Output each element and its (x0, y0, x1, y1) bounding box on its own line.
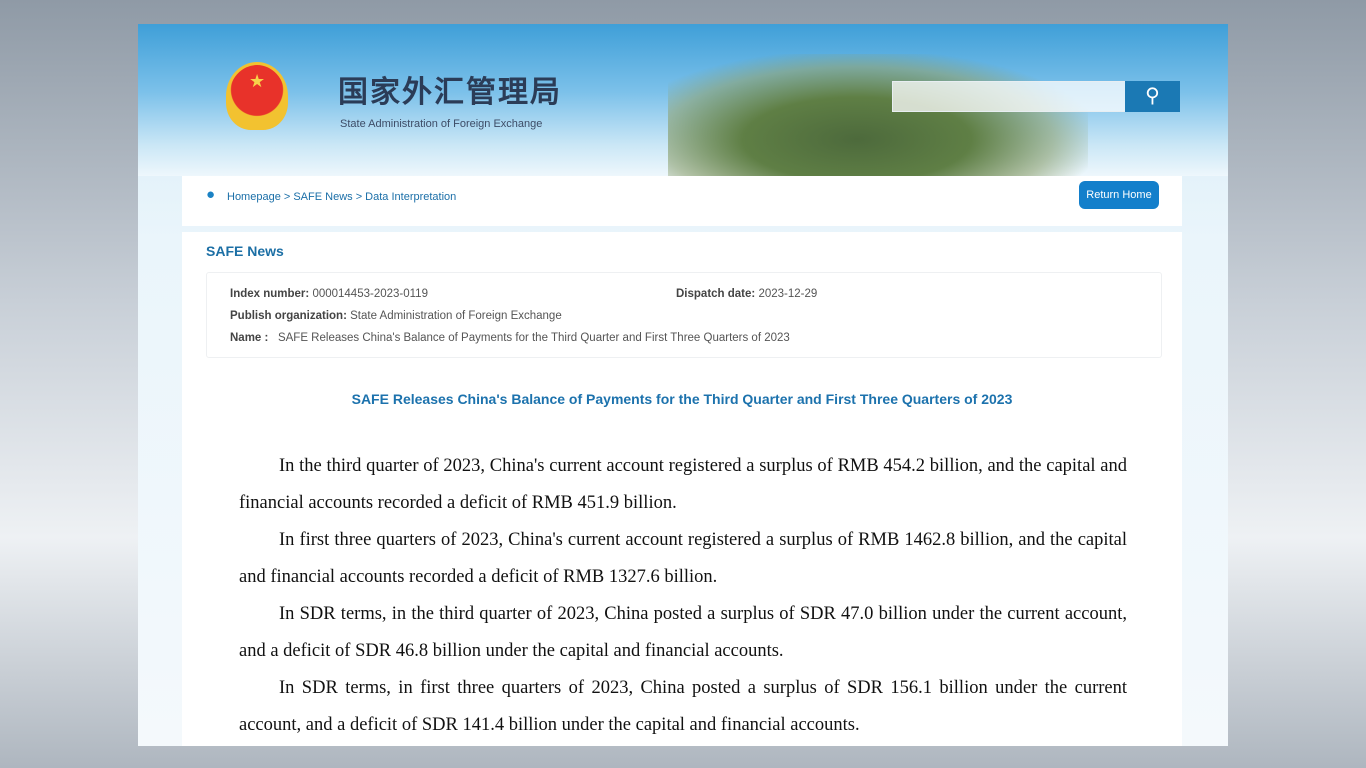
main-content: SAFE News Index number: 000014453-2023-0… (182, 232, 1182, 746)
section-title: SAFE News (206, 243, 284, 259)
article-title: SAFE Releases China's Balance of Payment… (351, 391, 1013, 407)
name-value: SAFE Releases China's Balance of Payment… (277, 332, 790, 344)
org-value: State Administration of Foreign Exchange (350, 310, 562, 322)
national-emblem-logo: ★ (226, 62, 288, 130)
star-icon: ★ (249, 71, 266, 91)
breadcrumb-bar: ● Homepage > SAFE News > Data Interpreta… (182, 176, 1182, 226)
logo-chinese-text: 国家外汇管理局 (338, 75, 562, 110)
location-pin-icon: ● (206, 186, 216, 203)
article-body: In the third quarter of 2023, China's cu… (239, 448, 1127, 744)
name-label: Name : (230, 332, 269, 344)
org-label: Publish organization: (230, 310, 347, 322)
dispatch-value: 2023-12-29 (758, 288, 818, 300)
index-label: Index number: (230, 288, 310, 300)
search-button[interactable]: ⚲ (1125, 81, 1180, 112)
magnifier-icon: ⚲ (1145, 85, 1160, 107)
paragraph: In SDR terms, in the third quarter of 20… (239, 604, 1127, 661)
great-wall-banner-image (668, 54, 1088, 176)
index-value: 000014453-2023-0119 (312, 288, 428, 300)
logo-english-text: State Administration of Foreign Exchange (340, 118, 543, 130)
paragraph: In the third quarter of 2023, China's cu… (239, 456, 1127, 513)
webpage: ★ 国家外汇管理局 State Administration of Foreig… (138, 24, 1228, 746)
paragraph: In SDR terms, in first three quarters of… (239, 678, 1127, 735)
site-header: ★ 国家外汇管理局 State Administration of Foreig… (138, 24, 1228, 176)
article-info-box: Index number: 000014453-2023-0119 Dispat… (206, 272, 1162, 358)
breadcrumb[interactable]: Homepage > SAFE News > Data Interpretati… (227, 191, 457, 203)
search-input[interactable] (892, 81, 1126, 112)
return-home-button[interactable]: Return Home (1079, 181, 1159, 209)
dispatch-label: Dispatch date: (676, 288, 756, 300)
paragraph: In first three quarters of 2023, China's… (239, 530, 1127, 587)
